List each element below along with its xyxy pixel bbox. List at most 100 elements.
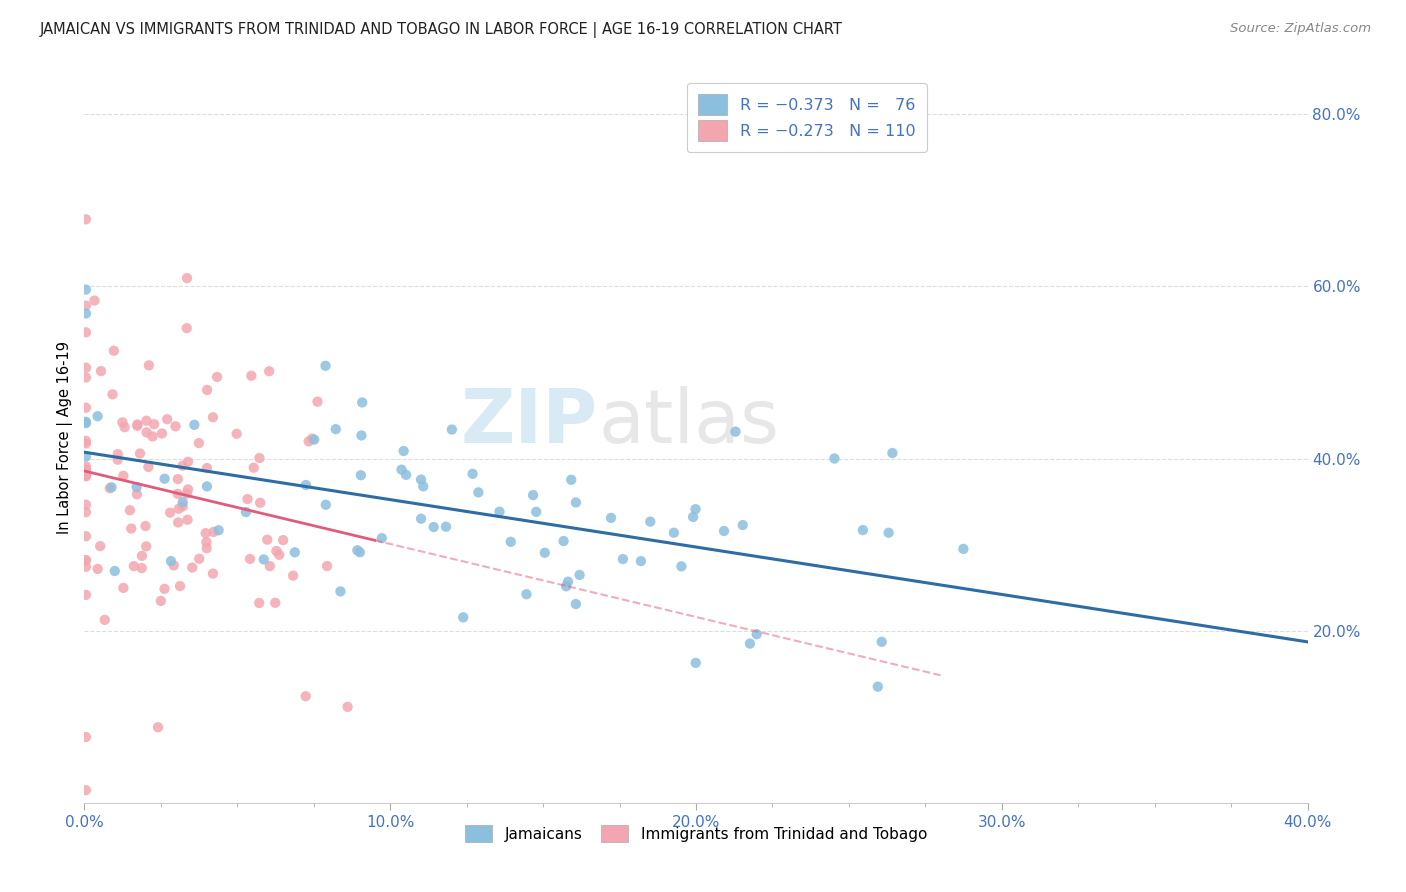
Point xyxy=(409,473,432,487)
Point xyxy=(242,460,264,475)
Point xyxy=(129,446,152,460)
Point xyxy=(167,501,190,516)
Point xyxy=(499,534,522,549)
Point xyxy=(409,512,432,526)
Point xyxy=(239,552,262,566)
Point xyxy=(166,487,188,501)
Point xyxy=(125,480,148,494)
Text: atlas: atlas xyxy=(598,386,779,459)
Point xyxy=(638,515,661,529)
Point xyxy=(195,541,218,556)
Point xyxy=(195,535,218,549)
Point xyxy=(176,271,198,285)
Point xyxy=(266,544,288,558)
Point xyxy=(86,562,108,576)
Point xyxy=(671,559,693,574)
Point xyxy=(294,689,316,703)
Point xyxy=(281,568,304,582)
Point xyxy=(83,293,105,308)
Point xyxy=(75,401,97,415)
Point xyxy=(352,395,374,409)
Point xyxy=(118,503,141,517)
Point xyxy=(166,472,188,486)
Point xyxy=(75,299,97,313)
Point xyxy=(568,568,591,582)
Point xyxy=(146,720,169,734)
Text: ZIP: ZIP xyxy=(461,386,598,459)
Point xyxy=(870,635,893,649)
Point xyxy=(208,523,231,537)
Point xyxy=(183,417,205,432)
Point xyxy=(253,552,276,566)
Point xyxy=(713,524,735,538)
Point xyxy=(745,627,768,641)
Point xyxy=(93,613,115,627)
Point xyxy=(156,412,179,426)
Point xyxy=(159,506,181,520)
Point xyxy=(823,451,845,466)
Point xyxy=(112,581,135,595)
Point xyxy=(75,360,97,375)
Point xyxy=(422,520,444,534)
Point xyxy=(75,553,97,567)
Point xyxy=(75,306,97,320)
Point xyxy=(264,596,287,610)
Point xyxy=(172,500,194,514)
Point xyxy=(160,554,183,568)
Point xyxy=(131,549,153,563)
Point xyxy=(75,588,97,602)
Point xyxy=(131,561,153,575)
Point xyxy=(852,523,875,537)
Point xyxy=(284,545,307,559)
Point xyxy=(600,511,623,525)
Point xyxy=(236,491,259,506)
Point xyxy=(153,582,176,596)
Point xyxy=(195,383,218,397)
Point xyxy=(149,594,172,608)
Point xyxy=(256,533,278,547)
Point xyxy=(127,417,149,432)
Point xyxy=(240,368,263,383)
Point xyxy=(75,529,97,543)
Point xyxy=(316,559,339,574)
Point xyxy=(877,525,900,540)
Point xyxy=(75,505,97,519)
Point xyxy=(249,450,271,465)
Point xyxy=(112,468,135,483)
Point xyxy=(75,450,97,464)
Point xyxy=(75,730,97,744)
Point xyxy=(75,436,97,450)
Point xyxy=(738,637,761,651)
Point xyxy=(201,566,224,581)
Point xyxy=(120,522,142,536)
Point xyxy=(315,359,337,373)
Point xyxy=(952,541,974,556)
Point xyxy=(662,525,685,540)
Point xyxy=(412,479,434,493)
Point xyxy=(188,551,211,566)
Point xyxy=(104,564,127,578)
Point xyxy=(560,473,582,487)
Point xyxy=(153,472,176,486)
Point xyxy=(75,468,97,483)
Point xyxy=(269,548,291,562)
Point xyxy=(350,428,373,442)
Point xyxy=(75,463,97,477)
Point xyxy=(75,559,97,574)
Point xyxy=(181,560,204,574)
Point xyxy=(235,505,257,519)
Point xyxy=(724,425,747,439)
Point xyxy=(325,422,347,436)
Point xyxy=(75,415,97,429)
Point xyxy=(172,458,194,473)
Point xyxy=(257,364,280,378)
Point xyxy=(142,429,165,443)
Point xyxy=(163,558,186,573)
Point xyxy=(135,540,157,554)
Point xyxy=(75,783,97,797)
Point xyxy=(467,485,489,500)
Point xyxy=(177,483,200,497)
Point xyxy=(259,559,281,574)
Point xyxy=(75,459,97,474)
Point xyxy=(395,467,418,482)
